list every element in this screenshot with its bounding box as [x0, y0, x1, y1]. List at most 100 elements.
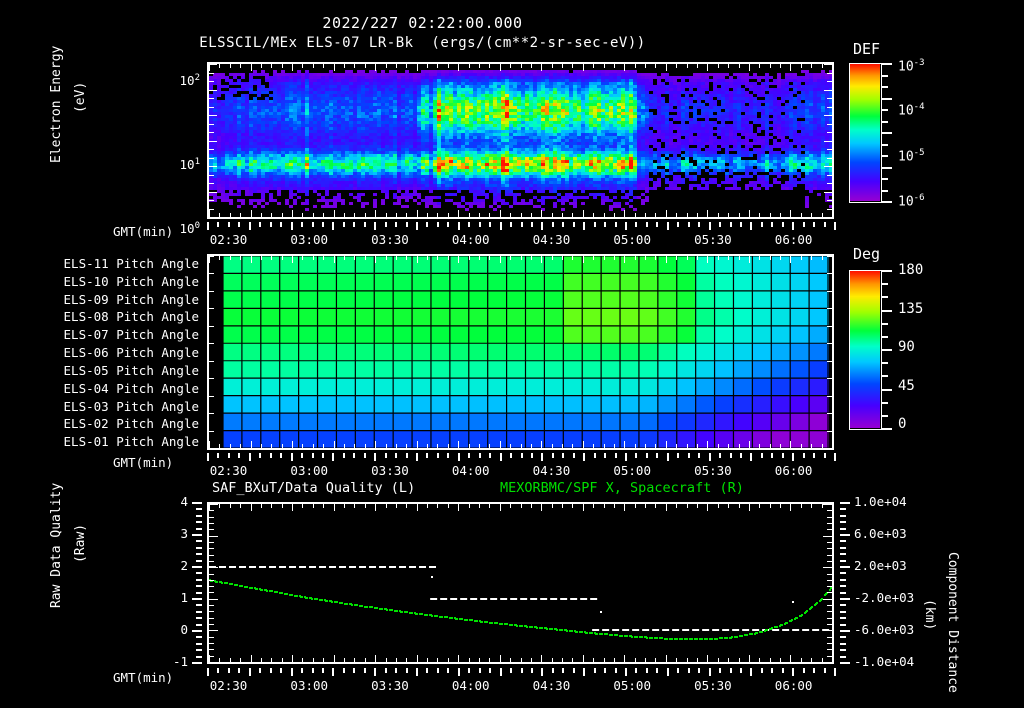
- y-tick-mark: [196, 508, 202, 511]
- timeseries-x-label: GMT(min): [113, 670, 174, 685]
- x-tick-mark: [248, 222, 251, 230]
- x-tick-mark: [395, 453, 398, 458]
- x-tick-mark: [499, 453, 502, 461]
- x-tick-mark: [708, 668, 711, 676]
- y-tick-mark: [196, 591, 202, 594]
- timeseries-right-label: Component Distance: [945, 551, 960, 693]
- x-tick-mark: [290, 453, 293, 461]
- right-y-label: 6.0e+03: [854, 526, 907, 541]
- y-tick-mark: [840, 534, 850, 536]
- x-tick-mark: [207, 668, 209, 676]
- x-tick-mark: [698, 668, 701, 673]
- x-tick-mark: [551, 453, 554, 458]
- x-tick-mark: [384, 222, 387, 227]
- x-tick-mark: [604, 222, 607, 227]
- y-tick-mark: [196, 585, 202, 588]
- x-tick-mark: [499, 668, 502, 676]
- y-tick-mark: [840, 578, 846, 581]
- def-colorbar: [849, 63, 882, 203]
- x-tick-mark: [269, 453, 272, 458]
- pitch-row-label: ELS-04 Pitch Angle: [63, 380, 199, 396]
- x-tick-mark: [332, 453, 335, 461]
- x-tick-mark: [614, 453, 617, 458]
- x-tick-mark: [238, 668, 241, 673]
- x-tick-mark: [384, 668, 387, 673]
- y-tick-100: 102: [179, 73, 200, 89]
- x-tick-label: 03:30: [371, 463, 409, 478]
- x-tick-mark: [363, 668, 366, 673]
- y-tick-mark: [840, 598, 850, 600]
- colorbar-tick: [882, 401, 888, 404]
- x-tick-mark: [583, 222, 586, 230]
- colorbar-tick: [882, 388, 892, 391]
- x-tick-mark: [353, 668, 356, 673]
- timeseries-x-ticks: 02:30 03:00 03:30 04:00 04:30 05:00 05:30 06:00: [207, 668, 836, 693]
- left-y-label: 3: [180, 526, 188, 541]
- x-tick-label: 05:30: [694, 678, 732, 693]
- y-tick-mark: [840, 540, 846, 543]
- deg-colorbar-labels: 180 135 90 45 0: [898, 262, 968, 442]
- def-label-0: 10-3: [898, 58, 925, 75]
- spectrogram-x-ticks: 02:30 03:00 03:30 04:00 04:30 05:00 05:30 06:00: [207, 222, 836, 247]
- x-tick-mark: [280, 668, 283, 673]
- y-tick-mark: [196, 636, 202, 639]
- x-tick-mark: [604, 453, 607, 458]
- x-tick-mark: [499, 222, 502, 230]
- x-tick-mark: [625, 222, 627, 230]
- x-tick-mark: [593, 453, 596, 458]
- pitch-row-label: ELS-06 Pitch Angle: [63, 345, 199, 361]
- x-tick-mark: [572, 222, 575, 227]
- spectrogram-y-axis: 102 101 100: [150, 55, 206, 236]
- deg-colorbar-title: Deg: [853, 245, 881, 263]
- y-tick-mark: [840, 623, 846, 626]
- y-tick-mark: [196, 649, 202, 652]
- x-tick-mark: [593, 668, 596, 673]
- x-tick-mark: [823, 222, 826, 227]
- y-tick-mark: [192, 598, 202, 600]
- y-tick-mark: [840, 585, 846, 588]
- x-tick-mark: [614, 668, 617, 673]
- x-tick-mark: [280, 222, 283, 227]
- left-y-label: 0: [180, 622, 188, 637]
- pitch-row-label: ELS-03 Pitch Angle: [63, 398, 199, 414]
- pitch-row-label: ELS-09 Pitch Angle: [63, 291, 199, 307]
- x-tick-mark: [301, 453, 304, 458]
- timeseries-left-ticks: 4 3 2 1 0 -1: [150, 494, 202, 674]
- x-tick-mark: [771, 453, 774, 458]
- x-tick-mark: [771, 222, 774, 227]
- x-tick-label: 04:00: [451, 232, 490, 247]
- timestamp-title: 2022/227 02:22:00.000: [322, 14, 523, 32]
- y-tick-mark: [196, 559, 202, 562]
- pitch-x-label: GMT(min): [113, 455, 174, 470]
- pitch-x-ticks: 02:30 03:00 03:30 04:00 04:30 05:00 05:30 06:00: [207, 453, 836, 478]
- x-tick-label: 04:00: [451, 463, 490, 478]
- x-tick-mark: [468, 668, 471, 673]
- y-tick-mark: [840, 572, 846, 575]
- x-tick-mark: [729, 453, 732, 458]
- y-tick-mark: [192, 502, 202, 504]
- x-tick-label: 03:00: [290, 463, 329, 478]
- y-tick-mark: [840, 566, 850, 568]
- x-tick-mark: [739, 222, 742, 227]
- colorbar-tick: [882, 375, 888, 378]
- x-tick-mark: [332, 668, 335, 676]
- x-tick-mark: [395, 668, 398, 673]
- x-tick-mark: [311, 453, 314, 458]
- y-tick-mark: [840, 508, 846, 511]
- x-tick-mark: [207, 222, 209, 230]
- colorbar-tick: [882, 349, 892, 351]
- x-tick-mark: [635, 453, 638, 458]
- x-tick-mark: [510, 668, 513, 673]
- x-tick-mark: [363, 453, 366, 458]
- x-tick-mark: [436, 668, 439, 673]
- x-tick-mark: [687, 668, 690, 673]
- y-tick-mark: [840, 546, 846, 549]
- x-tick-mark: [551, 668, 554, 673]
- x-tick-mark: [489, 222, 492, 227]
- x-tick-mark: [813, 453, 816, 458]
- x-tick-mark: [760, 453, 763, 458]
- timeseries-panel: [207, 502, 834, 664]
- pitch-row-label: ELS-02 Pitch Angle: [63, 416, 199, 432]
- x-tick-label: 03:00: [290, 232, 329, 247]
